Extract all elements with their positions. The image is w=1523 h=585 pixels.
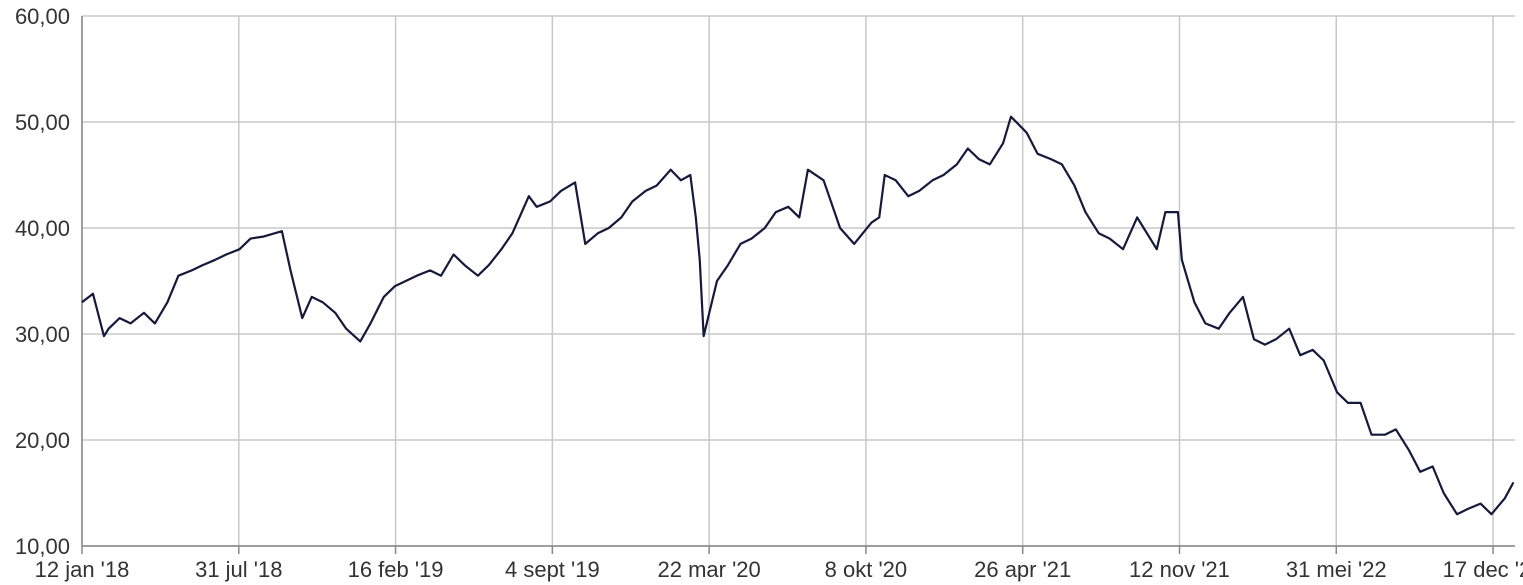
- y-tick-label: 50,00: [15, 110, 70, 135]
- y-tick-label: 40,00: [15, 216, 70, 241]
- x-tick-label: 17 dec '22: [1443, 557, 1523, 582]
- y-tick-label: 10,00: [15, 534, 70, 559]
- x-tick-label: 4 sept '19: [505, 557, 600, 582]
- x-tick-label: 31 mei '22: [1286, 557, 1387, 582]
- x-tick-label: 8 okt '20: [825, 557, 907, 582]
- x-tick-label: 26 apr '21: [974, 557, 1071, 582]
- x-tick-label: 22 mar '20: [658, 557, 761, 582]
- x-tick-label: 31 jul '18: [195, 557, 282, 582]
- y-tick-label: 30,00: [15, 322, 70, 347]
- x-tick-label: 12 jan '18: [35, 557, 130, 582]
- x-tick-label: 16 feb '19: [348, 557, 444, 582]
- x-tick-label: 12 nov '21: [1129, 557, 1230, 582]
- y-tick-label: 60,00: [15, 4, 70, 29]
- y-tick-label: 20,00: [15, 428, 70, 453]
- price-line: [81, 115, 1515, 516]
